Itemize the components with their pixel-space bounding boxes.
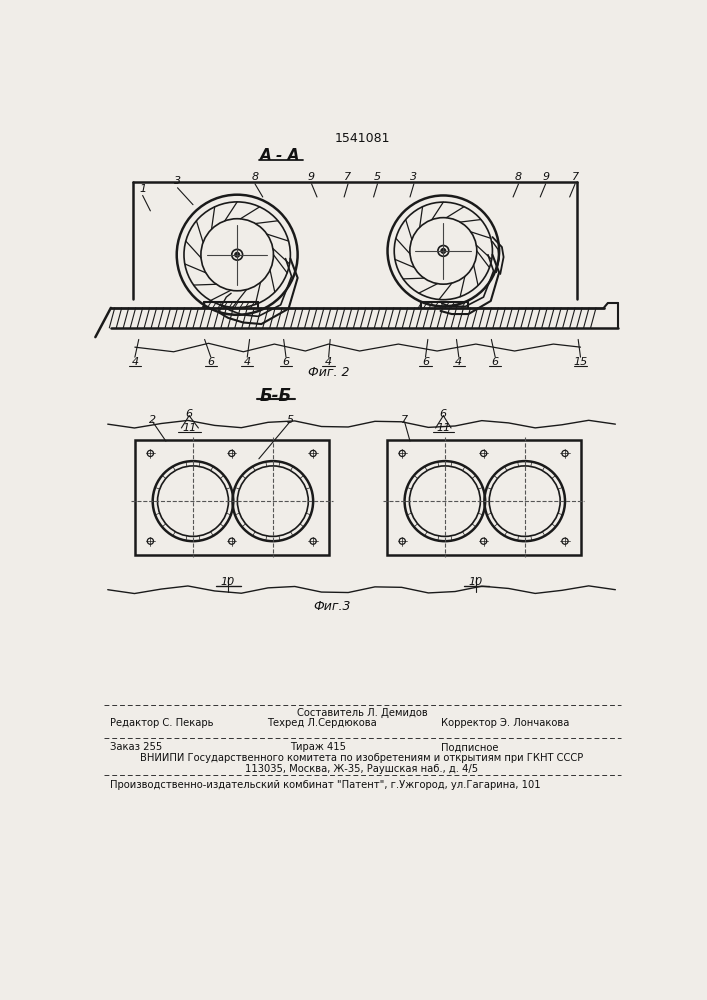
Text: 4: 4 [244,357,251,367]
Text: 4: 4 [132,357,139,367]
Text: 3: 3 [410,172,417,182]
Text: 5: 5 [374,172,381,182]
Text: 6: 6 [440,409,447,419]
Text: 11: 11 [182,423,197,433]
Text: 6: 6 [207,357,214,367]
Text: 5: 5 [286,415,293,425]
Text: Техред Л.Сердюкова: Техред Л.Сердюкова [267,718,376,728]
Text: Фиг. 2: Фиг. 2 [308,366,349,379]
Text: Производственно-издательский комбинат "Патент", г.Ужгород, ул.Гагарина, 101: Производственно-издательский комбинат "П… [110,780,541,790]
Text: 7: 7 [344,172,351,182]
Text: Корректор Э. Лончакова: Корректор Э. Лончакова [441,718,569,728]
Text: 10: 10 [221,577,235,587]
Text: 6: 6 [185,409,193,419]
Text: 7: 7 [401,415,408,425]
Text: Фиг.3: Фиг.3 [314,600,351,613]
Text: 6: 6 [282,357,290,367]
Text: ВНИИПИ Государственного комитета по изобретениям и открытиям при ГКНТ СССР: ВНИИПИ Государственного комитета по изоб… [140,753,583,763]
Text: Редактор С. Пекарь: Редактор С. Пекарь [110,718,214,728]
Text: 8: 8 [515,172,522,182]
Text: Заказ 255: Заказ 255 [110,742,163,752]
Text: 8: 8 [252,172,259,182]
Text: 4: 4 [455,357,462,367]
Text: Тираж 415: Тираж 415 [290,742,346,752]
Text: 1541081: 1541081 [334,132,390,145]
Text: 6: 6 [491,357,499,367]
Bar [387,440,580,555]
Text: 113035, Москва, Ж-35, Раушская наб., д. 4/5: 113035, Москва, Ж-35, Раушская наб., д. … [245,764,479,774]
Text: А - А: А - А [260,148,300,163]
Text: 2: 2 [149,415,156,425]
Text: 3: 3 [174,176,181,186]
Bar [135,440,329,555]
Text: 9: 9 [308,172,315,182]
Text: Подписное: Подписное [441,742,498,752]
Text: 15: 15 [573,357,588,367]
Text: 7: 7 [571,172,578,182]
Text: 10: 10 [469,577,483,587]
Text: 4: 4 [325,357,332,367]
Text: 9: 9 [542,172,549,182]
Text: Составитель Л. Демидов: Составитель Л. Демидов [296,708,427,718]
Circle shape [441,249,445,253]
Text: 6: 6 [422,357,429,367]
Text: 11: 11 [436,423,450,433]
Text: 1: 1 [139,184,146,194]
Text: Б-Б: Б-Б [260,387,292,405]
Circle shape [235,252,240,257]
